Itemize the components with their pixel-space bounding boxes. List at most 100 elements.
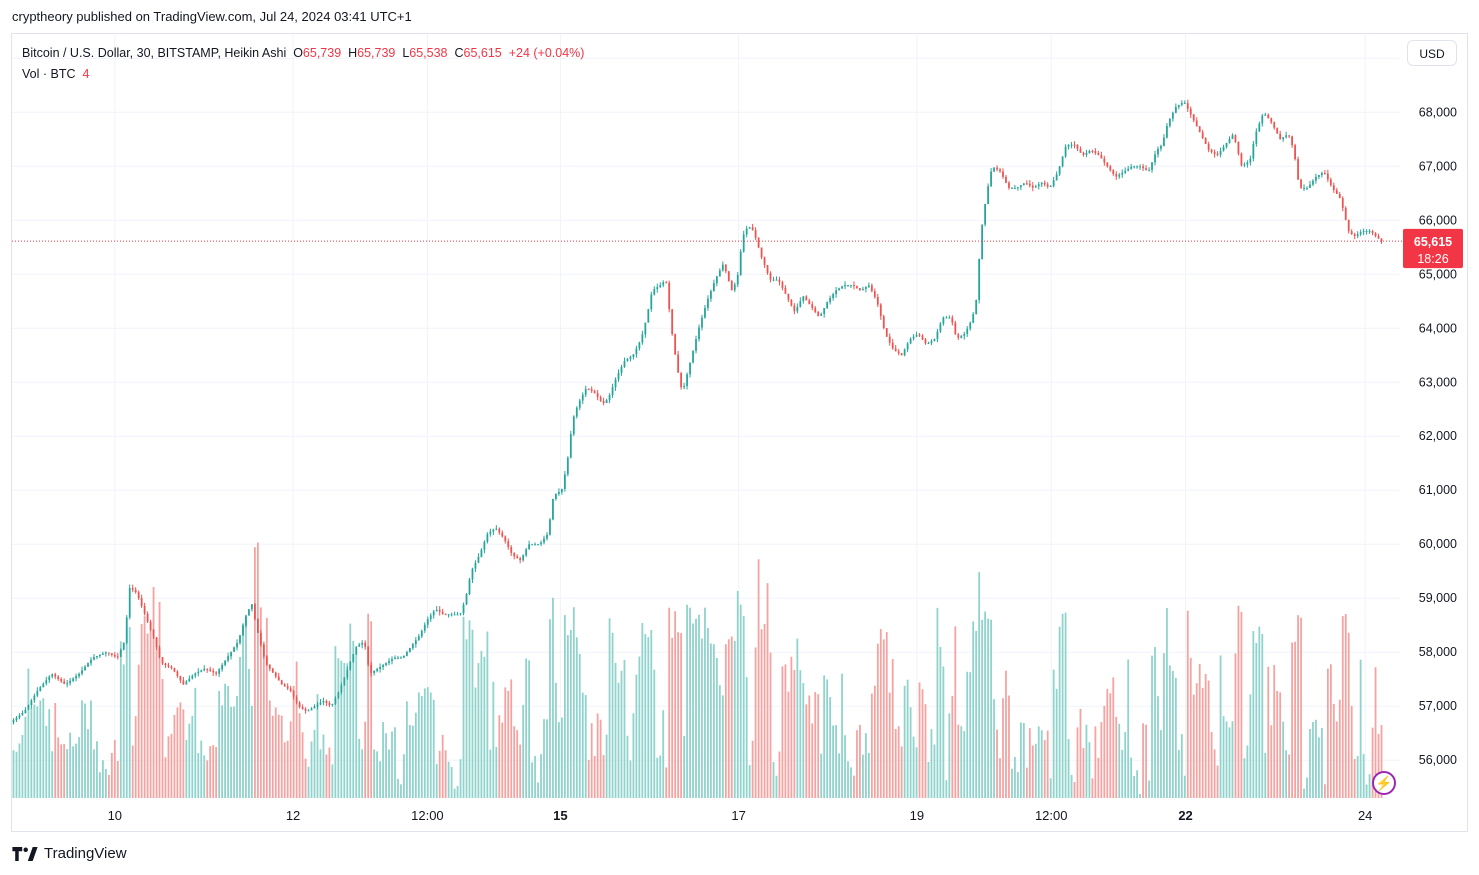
- volume-bar: [239, 656, 241, 798]
- volume-bar: [137, 664, 140, 798]
- volume-bar: [522, 704, 525, 798]
- volume-bar: [1377, 733, 1380, 798]
- volume-bar: [963, 731, 966, 798]
- volume-bar: [501, 722, 504, 798]
- candle-body: [739, 251, 742, 275]
- volume-bar: [635, 674, 638, 798]
- volume-bar: [972, 621, 975, 798]
- candle-body: [450, 614, 453, 616]
- candle-body: [1353, 234, 1356, 237]
- volume-bar: [742, 615, 745, 798]
- volume-bar: [727, 639, 730, 798]
- volume-bar: [441, 734, 444, 798]
- volume-bar: [590, 723, 593, 798]
- volume-bar: [319, 749, 322, 798]
- candle-body: [191, 675, 194, 679]
- candle-body: [683, 386, 685, 388]
- volume-bar: [429, 692, 432, 798]
- candle-body: [1279, 133, 1282, 140]
- candle-body: [367, 647, 370, 665]
- candle-body: [116, 656, 119, 658]
- volume-bar: [1136, 770, 1139, 798]
- candle-body: [1309, 184, 1311, 188]
- volume-bar: [847, 761, 849, 798]
- volume-bar: [1219, 655, 1222, 798]
- tradingview-logo[interactable]: TradingView: [12, 845, 127, 862]
- high-label: H: [348, 46, 358, 60]
- symbol-label[interactable]: Bitcoin / U.S. Dollar, 30, BITSTAMP, Hei…: [22, 46, 287, 60]
- volume-bar: [370, 621, 373, 798]
- currency-button[interactable]: USD: [1407, 40, 1457, 66]
- candle-body: [1332, 185, 1335, 191]
- volume-bar: [644, 634, 647, 798]
- candle-body: [170, 666, 173, 669]
- candle-body: [423, 624, 426, 631]
- volume-bar: [116, 760, 119, 798]
- candle-body: [1246, 162, 1249, 165]
- candle-body: [1022, 183, 1025, 186]
- volume-bar: [1028, 728, 1031, 798]
- candle-body: [462, 604, 465, 614]
- y-tick-label: 60,000: [1419, 537, 1457, 551]
- candle-body: [57, 676, 60, 679]
- candle-body: [1180, 102, 1183, 105]
- candle-body: [796, 306, 799, 312]
- candle-body: [867, 285, 870, 287]
- volume-bar: [951, 695, 954, 798]
- candle-body: [686, 374, 688, 387]
- y-tick-label: 64,000: [1419, 321, 1457, 335]
- volume-bar: [823, 675, 826, 798]
- volume-bar: [751, 740, 754, 798]
- volume-bar: [1171, 670, 1174, 798]
- volume-bar: [194, 687, 197, 798]
- candle-body: [146, 613, 149, 622]
- volume-bar: [310, 741, 313, 798]
- volume-bar: [1231, 721, 1234, 798]
- candle-body: [787, 293, 790, 300]
- volume-bar: [960, 726, 963, 798]
- volume-bar: [1359, 659, 1362, 798]
- volume-bar: [385, 733, 387, 798]
- volume-bar: [1064, 612, 1067, 798]
- volume-bar: [897, 726, 900, 798]
- candle-body: [1037, 184, 1040, 187]
- volume-bar: [1368, 774, 1371, 798]
- volume-bar: [486, 631, 489, 798]
- candle-body: [313, 706, 316, 709]
- volume-bar: [1374, 667, 1377, 798]
- volume-bar: [465, 639, 468, 798]
- tradingview-logo-icon: [12, 846, 38, 861]
- candle-body: [69, 680, 72, 684]
- volume-bar: [164, 757, 167, 798]
- volume-bar: [1318, 737, 1320, 798]
- candle-body: [1255, 131, 1258, 144]
- volume-bar: [650, 629, 653, 798]
- candle-body: [772, 279, 775, 281]
- candle-body: [349, 661, 352, 670]
- candle-body: [358, 644, 361, 647]
- candle-body: [99, 654, 101, 656]
- volume-bar: [921, 689, 924, 798]
- volume-bar: [209, 746, 212, 798]
- volume-label[interactable]: Vol · BTC: [22, 67, 76, 81]
- volume-bar: [1186, 610, 1189, 798]
- candle-body: [408, 648, 411, 652]
- volume-bar: [1249, 694, 1252, 798]
- candle-body: [996, 167, 998, 170]
- candle-body: [1052, 180, 1055, 187]
- volume-bar: [808, 695, 811, 798]
- candle-body: [1106, 162, 1109, 167]
- candle-body: [1207, 143, 1210, 150]
- lightning-icon[interactable]: ⚡: [1372, 771, 1396, 795]
- volume-bar: [1079, 708, 1082, 798]
- candle-body: [1183, 102, 1186, 104]
- volume-bar: [1174, 677, 1177, 798]
- candle-body: [990, 171, 992, 187]
- volume-bar: [1052, 669, 1055, 798]
- volume-bar: [736, 590, 739, 798]
- volume-bar: [1237, 605, 1240, 798]
- volume-bar: [799, 670, 802, 798]
- volume-bar: [27, 668, 30, 798]
- volume-bar: [313, 729, 316, 798]
